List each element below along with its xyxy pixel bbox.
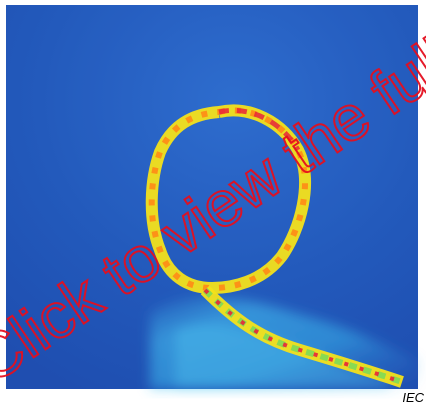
loop-shape: [145, 104, 311, 295]
source-label: IEC: [402, 390, 424, 405]
tail-stripe: [200, 285, 404, 388]
